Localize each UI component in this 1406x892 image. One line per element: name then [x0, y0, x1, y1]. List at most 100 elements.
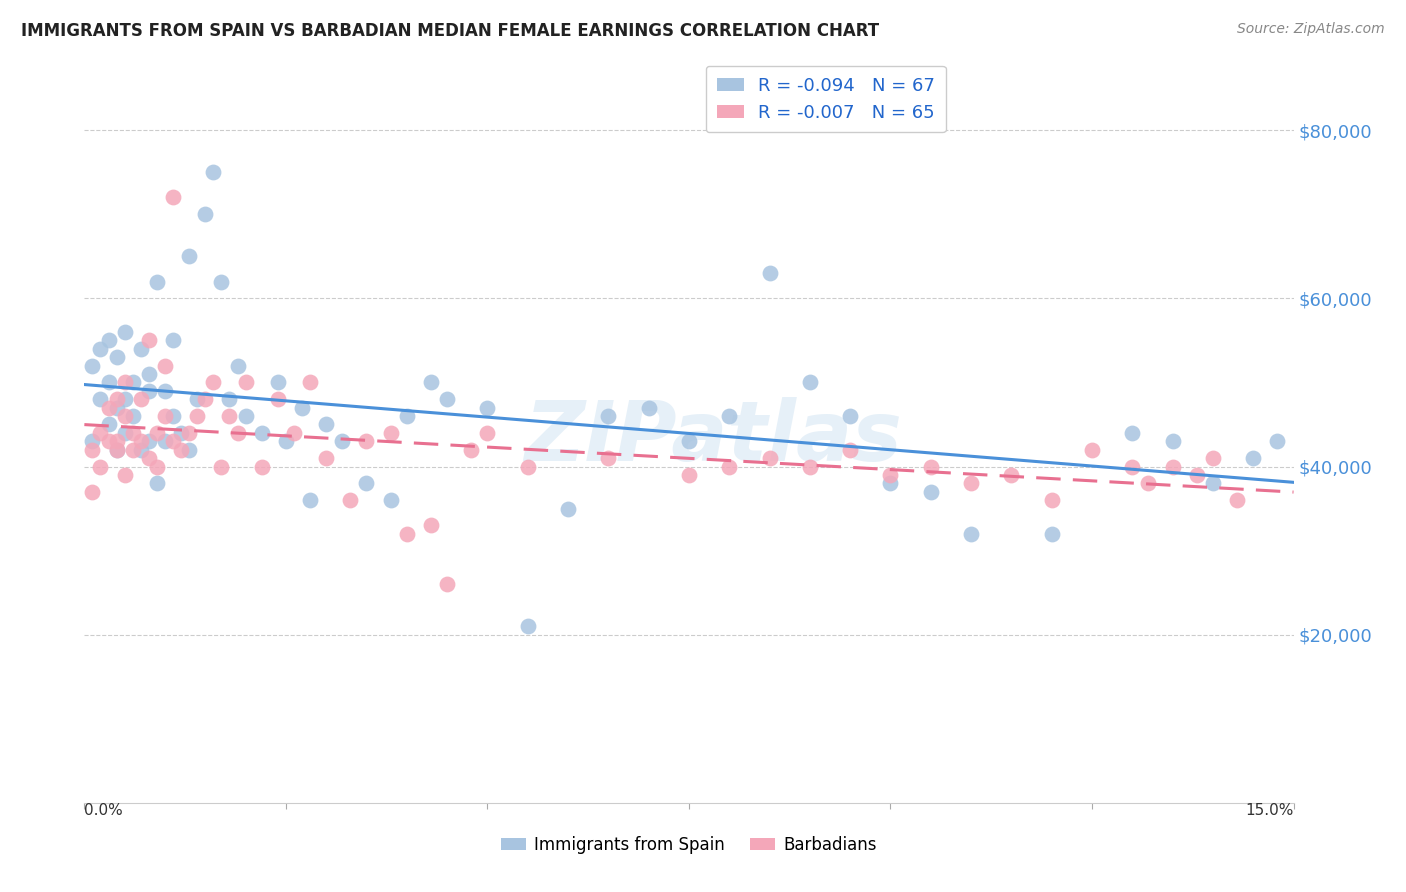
Point	[598, 409, 620, 423]
Point	[186, 409, 208, 423]
Point	[121, 442, 143, 457]
Point	[129, 442, 152, 457]
Point	[718, 459, 741, 474]
Point	[202, 165, 225, 179]
Point	[1185, 467, 1208, 482]
Point	[226, 359, 249, 373]
Point	[89, 392, 111, 407]
Point	[395, 526, 418, 541]
Point	[129, 434, 152, 449]
Point	[153, 384, 176, 398]
Point	[460, 442, 482, 457]
Point	[557, 501, 579, 516]
Point	[170, 425, 193, 440]
Point	[356, 476, 378, 491]
Point	[162, 190, 184, 204]
Point	[1202, 476, 1225, 491]
Point	[218, 409, 240, 423]
Point	[121, 376, 143, 390]
Point	[82, 442, 104, 457]
Point	[82, 434, 104, 449]
Point	[82, 484, 104, 499]
Point	[1202, 451, 1225, 466]
Point	[105, 350, 128, 364]
Point	[274, 434, 297, 449]
Point	[1040, 493, 1063, 508]
Point	[138, 334, 160, 348]
Point	[179, 425, 201, 440]
Point	[202, 376, 225, 390]
Point	[267, 392, 290, 407]
Point	[170, 442, 193, 457]
Point	[516, 459, 538, 474]
Point	[339, 493, 361, 508]
Point	[250, 459, 273, 474]
Point	[129, 392, 152, 407]
Point	[718, 409, 741, 423]
Text: IMMIGRANTS FROM SPAIN VS BARBADIAN MEDIAN FEMALE EARNINGS CORRELATION CHART: IMMIGRANTS FROM SPAIN VS BARBADIAN MEDIA…	[21, 22, 879, 40]
Point	[146, 275, 169, 289]
Point	[179, 249, 201, 263]
Point	[114, 409, 136, 423]
Point	[420, 376, 443, 390]
Point	[1121, 425, 1143, 440]
Point	[89, 425, 111, 440]
Point	[129, 342, 152, 356]
Point	[121, 425, 143, 440]
Point	[250, 425, 273, 440]
Point	[153, 434, 176, 449]
Point	[356, 434, 378, 449]
Point	[436, 577, 458, 591]
Point	[162, 434, 184, 449]
Point	[315, 417, 337, 432]
Point	[477, 401, 499, 415]
Point	[194, 207, 217, 221]
Point	[299, 376, 322, 390]
Point	[162, 409, 184, 423]
Point	[105, 392, 128, 407]
Point	[380, 425, 402, 440]
Point	[97, 334, 120, 348]
Point	[839, 409, 862, 423]
Point	[146, 425, 169, 440]
Point	[146, 476, 169, 491]
Point	[839, 442, 862, 457]
Point	[1226, 493, 1249, 508]
Legend: Immigrants from Spain, Barbadians: Immigrants from Spain, Barbadians	[495, 829, 883, 860]
Point	[114, 376, 136, 390]
Point	[1081, 442, 1104, 457]
Point	[637, 401, 659, 415]
Point	[97, 417, 120, 432]
Point	[920, 484, 942, 499]
Point	[235, 376, 257, 390]
Point	[1137, 476, 1160, 491]
Point	[114, 425, 136, 440]
Text: 15.0%: 15.0%	[1246, 803, 1294, 818]
Point	[162, 334, 184, 348]
Point	[153, 409, 176, 423]
Text: Source: ZipAtlas.com: Source: ZipAtlas.com	[1237, 22, 1385, 37]
Point	[105, 401, 128, 415]
Point	[960, 526, 983, 541]
Text: ZIPatlas: ZIPatlas	[524, 397, 903, 477]
Point	[436, 392, 458, 407]
Point	[138, 451, 160, 466]
Point	[879, 476, 901, 491]
Point	[380, 493, 402, 508]
Point	[114, 392, 136, 407]
Point	[920, 459, 942, 474]
Point	[1161, 434, 1184, 449]
Point	[1161, 459, 1184, 474]
Point	[97, 434, 120, 449]
Point	[1000, 467, 1022, 482]
Point	[315, 451, 337, 466]
Point	[235, 409, 257, 423]
Point	[758, 266, 780, 280]
Point	[1040, 526, 1063, 541]
Point	[105, 442, 128, 457]
Point	[226, 425, 249, 440]
Point	[194, 392, 217, 407]
Point	[186, 392, 208, 407]
Point	[105, 442, 128, 457]
Point	[89, 459, 111, 474]
